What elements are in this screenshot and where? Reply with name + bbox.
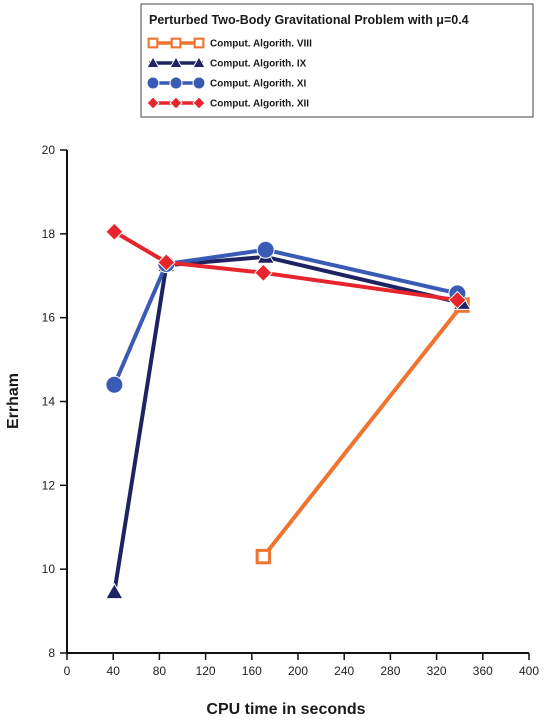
x-tick-label: 0 xyxy=(64,664,71,678)
data-point xyxy=(254,263,273,283)
legend-label: Comput. Algorith. VIII xyxy=(210,39,312,50)
x-tick-label: 40 xyxy=(107,664,121,678)
legend-marker xyxy=(170,37,182,49)
axes: 0 40 80 120 160 200 240 280 320 360 400 8 10 12 14 16 18… xyxy=(42,143,540,678)
legend-marker xyxy=(169,76,183,90)
legend: Perturbed Two-Body Gravitational Problem… xyxy=(140,3,534,118)
x-tick-label: 80 xyxy=(153,664,167,678)
legend-label: Comput. Algorith. XII xyxy=(210,99,309,110)
series-1 xyxy=(255,297,470,565)
legend-entry: Comput. Algorith. XII xyxy=(146,96,309,110)
x-tick-label: 200 xyxy=(288,664,308,678)
data-point xyxy=(105,375,124,394)
legend-marker xyxy=(169,96,183,110)
y-tick-label: 12 xyxy=(42,478,56,492)
legend-marker xyxy=(169,56,183,68)
legend-marker xyxy=(147,37,159,49)
data-point xyxy=(448,290,467,310)
legend-label: Comput. Algorith. XI xyxy=(210,79,307,90)
legend-label: Comput. Algorith. IX xyxy=(210,59,307,70)
y-tick-label: 20 xyxy=(42,143,56,157)
x-tick-label: 280 xyxy=(380,664,400,678)
y-tick-label: 16 xyxy=(42,311,56,325)
y-tick-label: 14 xyxy=(42,395,56,409)
data-point xyxy=(105,222,124,241)
series-line xyxy=(112,247,458,386)
legend-marker xyxy=(192,76,206,90)
x-tick-label: 240 xyxy=(334,664,354,678)
legend-marker xyxy=(146,56,160,68)
legend-entry: Comput. Algorith. IX xyxy=(146,56,307,70)
legend-marker xyxy=(146,76,160,90)
x-tick-label: 120 xyxy=(196,664,216,678)
chart-title: Perturbed Two-Body Gravitational Problem… xyxy=(149,13,469,27)
series-4 xyxy=(105,222,467,310)
x-tick-label: 360 xyxy=(473,664,493,678)
data-point xyxy=(255,548,272,565)
series-line xyxy=(112,254,463,593)
legend-marker xyxy=(192,96,206,110)
series-line xyxy=(261,303,464,558)
series-line xyxy=(113,230,458,303)
legend-entry: Comput. Algorith. XI xyxy=(146,76,307,90)
series-layer xyxy=(104,222,472,600)
legend-marker xyxy=(192,56,206,68)
y-axis-title: Errham xyxy=(5,373,22,429)
legend-marker xyxy=(146,96,160,110)
x-tick-label: 160 xyxy=(242,664,262,678)
x-axis-title: CPU time in seconds xyxy=(206,701,365,718)
y-tick-label: 10 xyxy=(42,562,56,576)
data-point xyxy=(157,253,176,272)
legend-entry: Comput. Algorith. VIII xyxy=(147,37,312,50)
legend-box xyxy=(140,3,534,118)
series-2 xyxy=(104,247,472,600)
y-tick-label: 8 xyxy=(48,646,55,660)
data-point xyxy=(256,240,275,259)
x-tick-label: 400 xyxy=(519,664,539,678)
legend-marker xyxy=(193,37,205,49)
y-tick-label: 18 xyxy=(42,227,56,241)
x-tick-label: 320 xyxy=(427,664,447,678)
data-point xyxy=(104,582,124,600)
